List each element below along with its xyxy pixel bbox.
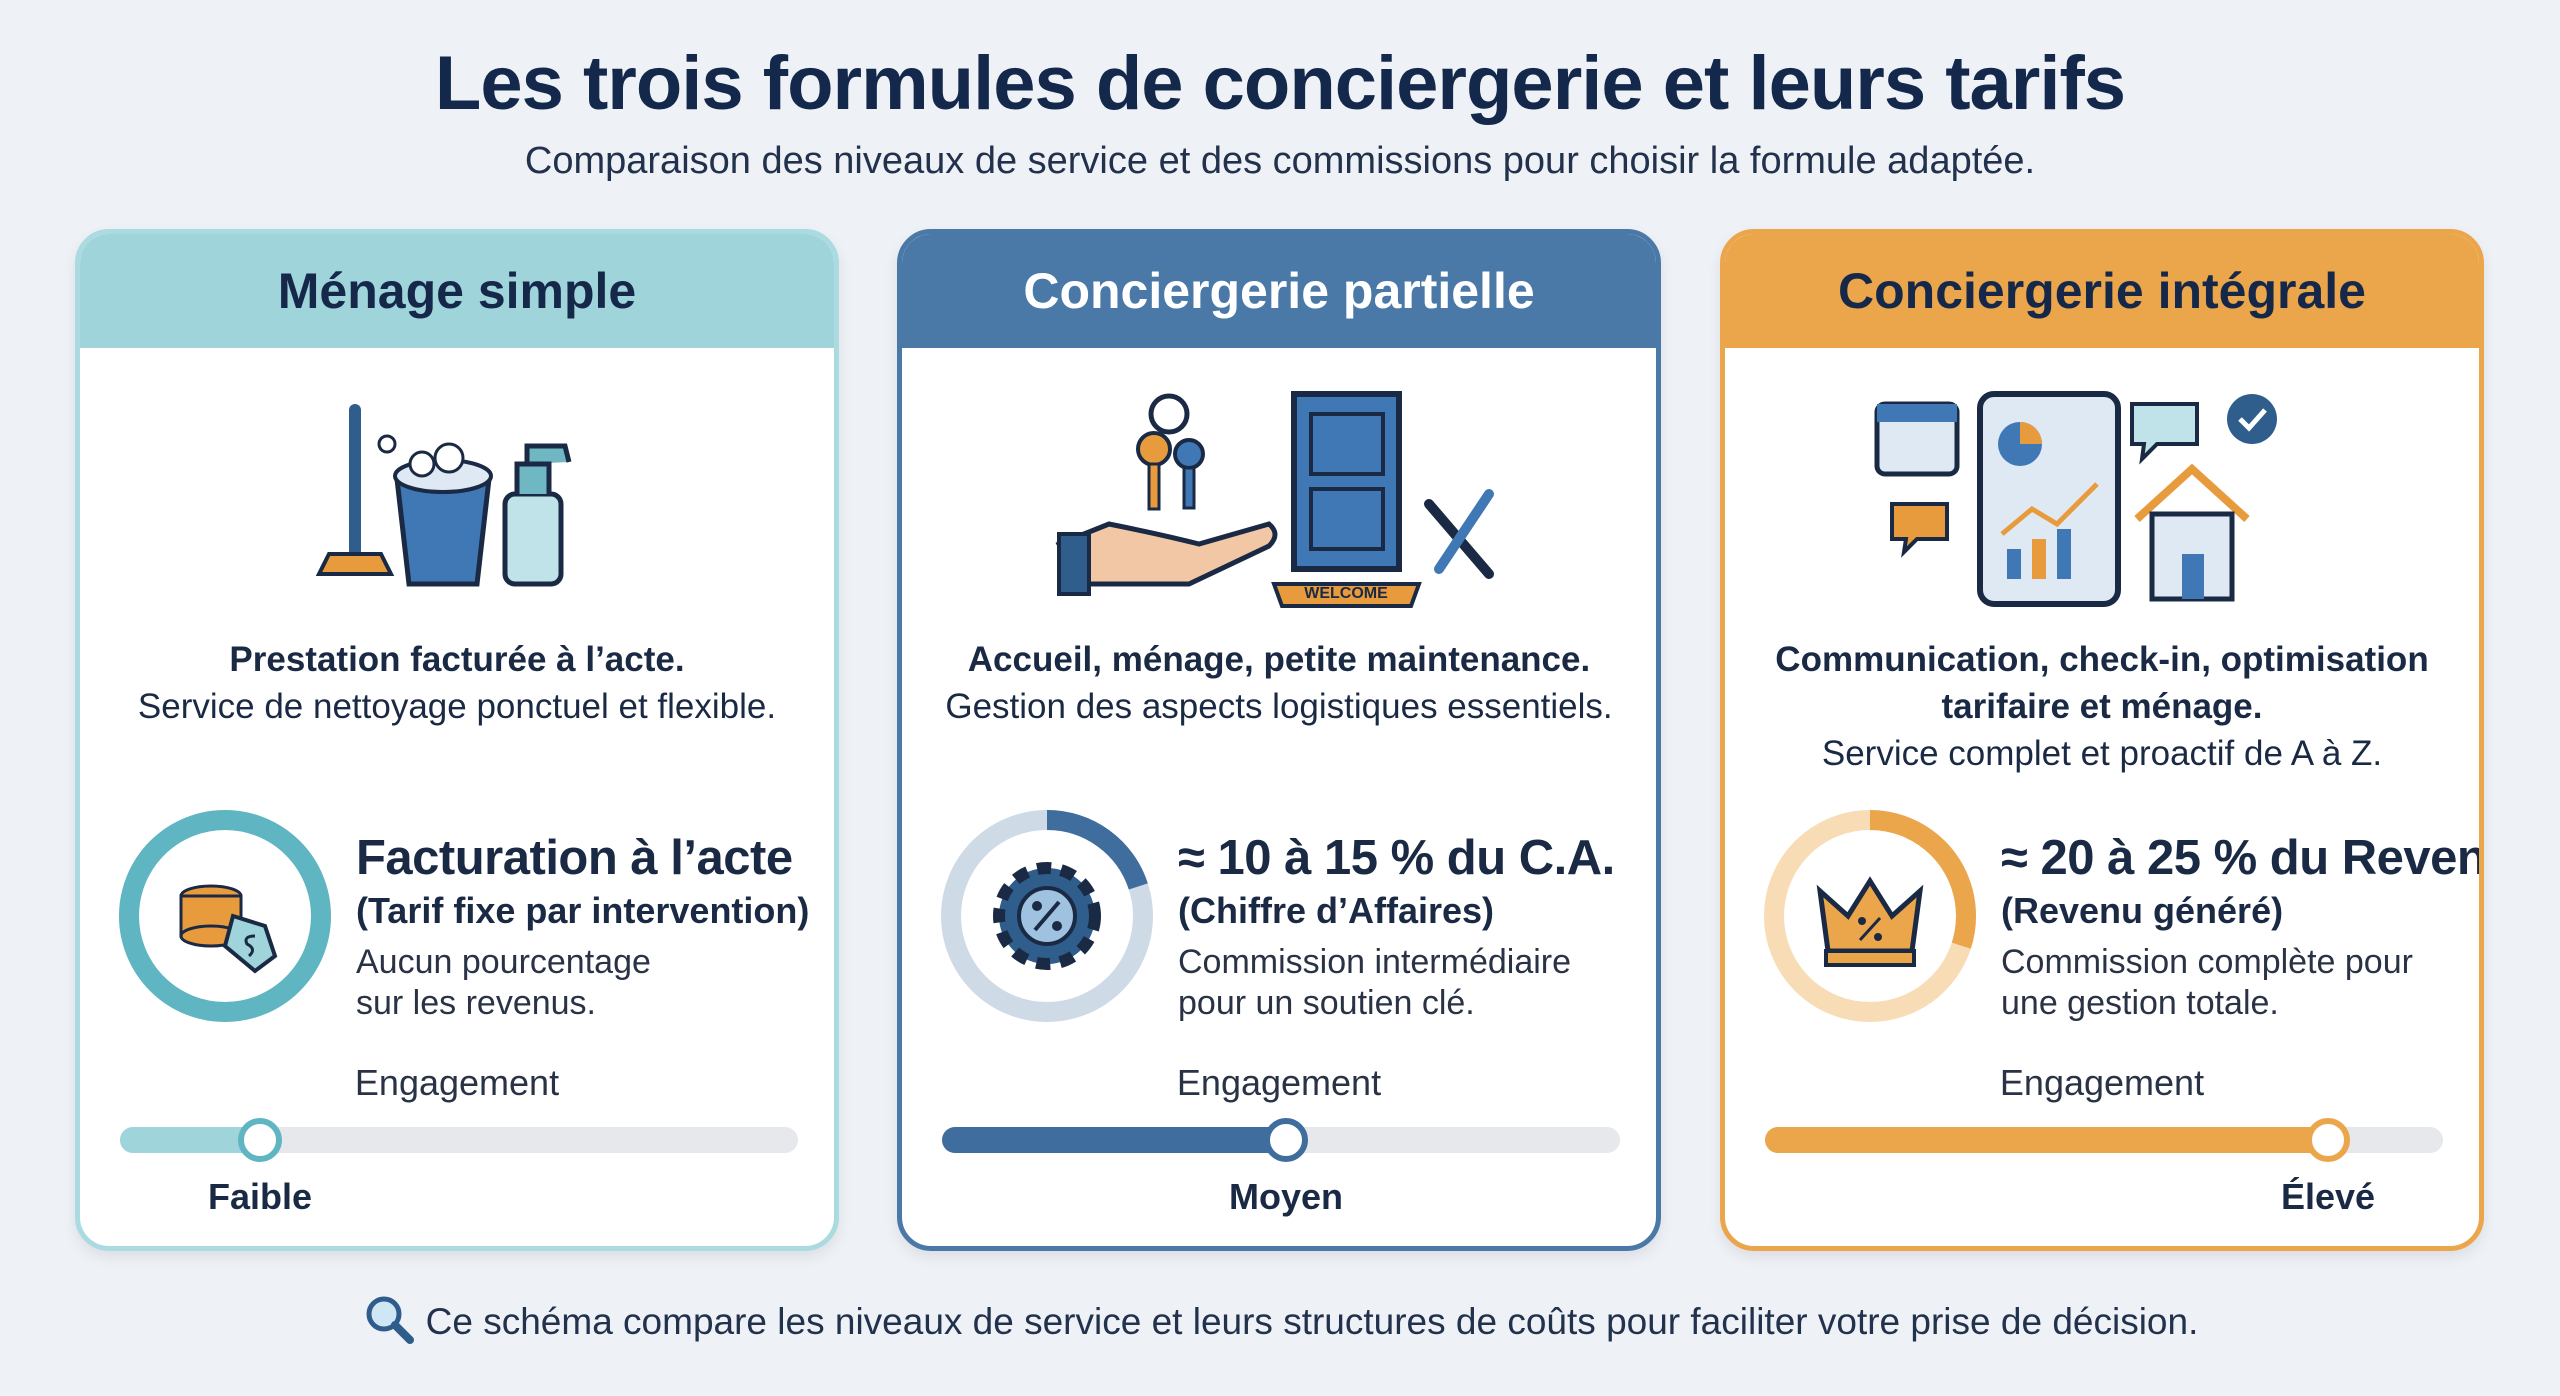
card: Conciergerie partielle WELCOME Accueil, … — [897, 229, 1661, 1251]
engagement-label: Engagement — [1176, 1062, 1382, 1103]
engagement-knob — [2306, 1118, 2350, 1162]
price-block: ≈ 20 à 25 % du Revenu (Revenu généré) Comm… — [2001, 830, 2484, 1024]
price-note-line: Commission complète pour — [2001, 943, 2413, 981]
card-description: Communication, check-in, optimisation tar… — [1725, 636, 2479, 777]
engagement-knob — [1264, 1118, 1308, 1162]
engagement-fill — [1765, 1127, 2338, 1153]
page-subtitle: Comparaison des niveaux de service et de… — [524, 140, 2036, 182]
card: Conciergerie intégrale Communication, ch… — [1720, 229, 2484, 1251]
card-title: Ménage simple — [80, 234, 834, 348]
engagement-track — [120, 1118, 798, 1162]
price-subtitle: (Revenu généré) — [2001, 890, 2284, 931]
engagement-level: Moyen — [1228, 1176, 1343, 1217]
mat-text: WELCOME — [1304, 585, 1388, 602]
engagement-level: Élevé — [2280, 1176, 2376, 1217]
price-ring — [941, 810, 1153, 1022]
engagement-track — [1765, 1118, 2443, 1162]
magnifier-icon — [366, 1296, 414, 1344]
management-icon — [1874, 391, 2277, 607]
page-title: Les trois formules de conciergerie et le… — [434, 41, 2126, 126]
engagement-track — [942, 1118, 1620, 1162]
description-bold: Communication, check-in, optimisation — [1775, 640, 2429, 679]
description-bold: Prestation facturée à l’acte. — [229, 640, 685, 679]
description-text: Service complet et proactif de A à Z. — [1821, 734, 2383, 773]
price-block: ≈ 10 à 15 % du C.A. (Chiffre d’Affaires) C… — [1178, 830, 1656, 1024]
price-note: Commission complète pour une gestion tota… — [2001, 942, 2479, 1024]
price-note-line: Aucun pourcentage — [356, 943, 651, 981]
price-title: ≈ 20 à 25 % du Revenu — [2001, 831, 2484, 885]
engagement-label: Engagement — [1999, 1062, 2205, 1103]
price-note: Commission intermédiaire pour un soutien … — [1178, 942, 1656, 1024]
price-note-line: sur les revenus. — [356, 984, 596, 1022]
price-ring — [119, 810, 331, 1022]
price-subtitle: (Chiffre d’Affaires) — [1178, 890, 1495, 931]
price-block: Facturation à l’acte (Tarif fixe par inte… — [356, 830, 834, 1024]
price-subtitle: (Tarif fixe par intervention) — [356, 890, 810, 931]
card: Ménage simple Prestation facturée à l’ac… — [75, 229, 839, 1251]
price-note-line: Commission intermédiaire — [1178, 943, 1572, 981]
description-text: Gestion des aspects logistiques essentie… — [945, 687, 1613, 726]
price-note-line: pour un soutien clé. — [1178, 984, 1475, 1022]
description-bold: Accueil, ménage, petite maintenance. — [967, 640, 1591, 679]
price-ring — [1764, 810, 1976, 1022]
cleaning-icon — [315, 404, 572, 587]
footer: Ce schéma compare les niveaux de service… — [0, 1292, 2560, 1346]
card-title: Conciergerie partielle — [902, 234, 1656, 348]
engagement-label: Engagement — [354, 1062, 560, 1103]
description-text: Service de nettoyage ponctuel et flexibl… — [137, 687, 777, 726]
footer-text: Ce schéma compare les niveaux de service… — [425, 1301, 2199, 1342]
price-title: ≈ 10 à 15 % du C.A. — [1178, 831, 1615, 885]
card-description: Accueil, ménage, petite maintenance. Gest… — [902, 636, 1656, 730]
engagement-fill — [942, 1127, 1296, 1153]
description-bold: tarifaire et ménage. — [1941, 687, 2263, 726]
engagement-knob — [238, 1118, 282, 1162]
card-title: Conciergerie intégrale — [1725, 234, 2479, 348]
price-title: Facturation à l’acte — [356, 831, 793, 885]
price-note: Aucun pourcentage sur les revenus. — [356, 942, 834, 1024]
keys-door-icon: WELCOME — [1055, 391, 1494, 608]
engagement-level: Faible — [207, 1176, 313, 1217]
card-description: Prestation facturée à l’acte. Service de … — [80, 636, 834, 730]
price-note-line: une gestion totale. — [2001, 984, 2279, 1022]
